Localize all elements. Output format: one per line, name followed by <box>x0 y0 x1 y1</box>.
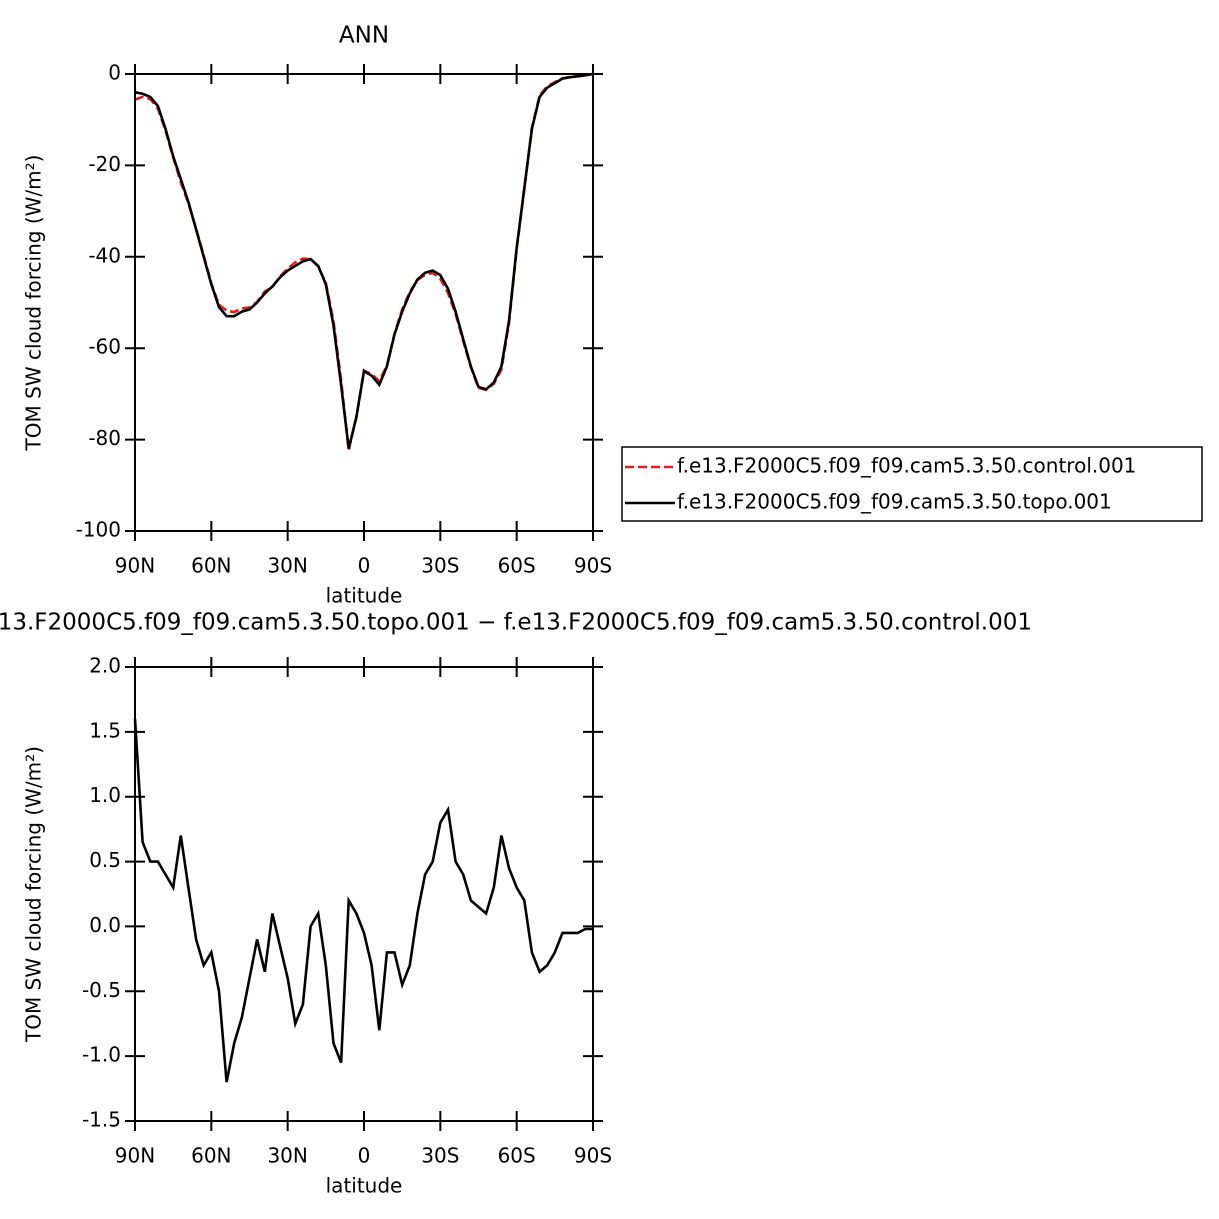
chart-title: f.e13.F2000C5.f09_f09.cam5.3.50.topo.001… <box>0 610 1032 636</box>
plot-frame <box>134 666 594 1122</box>
data-line <box>133 718 593 1083</box>
x-tick-label: 30S <box>421 1144 459 1168</box>
x-tick-label: 30S <box>421 554 459 578</box>
y-tick-label: -60 <box>88 335 121 359</box>
legend-box <box>621 446 1203 522</box>
y-tick-label: -100 <box>76 518 121 542</box>
x-axis-label: latitude <box>326 584 403 608</box>
legend-label: f.e13.F2000C5.f09_f09.cam5.3.50.control.… <box>677 454 1136 478</box>
y-tick-label: 1.5 <box>89 718 121 742</box>
y-tick-label: -20 <box>88 152 121 176</box>
y-axis-label: TOM SW cloud forcing (W/m²) <box>22 746 46 1043</box>
plot-frame <box>134 73 594 532</box>
y-tick-label: 2.0 <box>89 654 121 678</box>
x-tick-label: 90N <box>115 554 155 578</box>
x-tick-label: 0 <box>358 1144 371 1168</box>
y-tick-label: -40 <box>88 243 121 267</box>
data-line <box>134 72 594 450</box>
x-tick-label: 30N <box>267 1144 307 1168</box>
y-tick-label: -80 <box>88 426 121 450</box>
y-tick-label: -1.0 <box>82 1043 121 1067</box>
y-axis-label: TOM SW cloud forcing (W/m²) <box>22 155 46 452</box>
x-tick-label: 90S <box>574 1144 612 1168</box>
x-tick-label: 60N <box>191 1144 231 1168</box>
chart-title: ANN <box>339 23 389 49</box>
x-tick-label: 0 <box>358 554 371 578</box>
y-tick-label: 0.0 <box>89 913 121 937</box>
x-tick-label: 60N <box>191 554 231 578</box>
y-tick-label: 1.0 <box>89 783 121 807</box>
y-tick-label: 0.5 <box>89 848 121 872</box>
x-tick-label: 30N <box>267 554 307 578</box>
y-tick-label: -1.5 <box>82 1108 121 1132</box>
y-tick-label: 0 <box>108 61 121 85</box>
data-line <box>134 72 594 450</box>
x-tick-label: 90N <box>115 1144 155 1168</box>
x-tick-label: 90S <box>574 554 612 578</box>
y-tick-label: -0.5 <box>82 978 121 1002</box>
legend-label: f.e13.F2000C5.f09_f09.cam5.3.50.topo.001 <box>677 490 1112 514</box>
x-tick-label: 60S <box>498 554 536 578</box>
x-tick-label: 60S <box>498 1144 536 1168</box>
x-axis-label: latitude <box>326 1174 403 1198</box>
